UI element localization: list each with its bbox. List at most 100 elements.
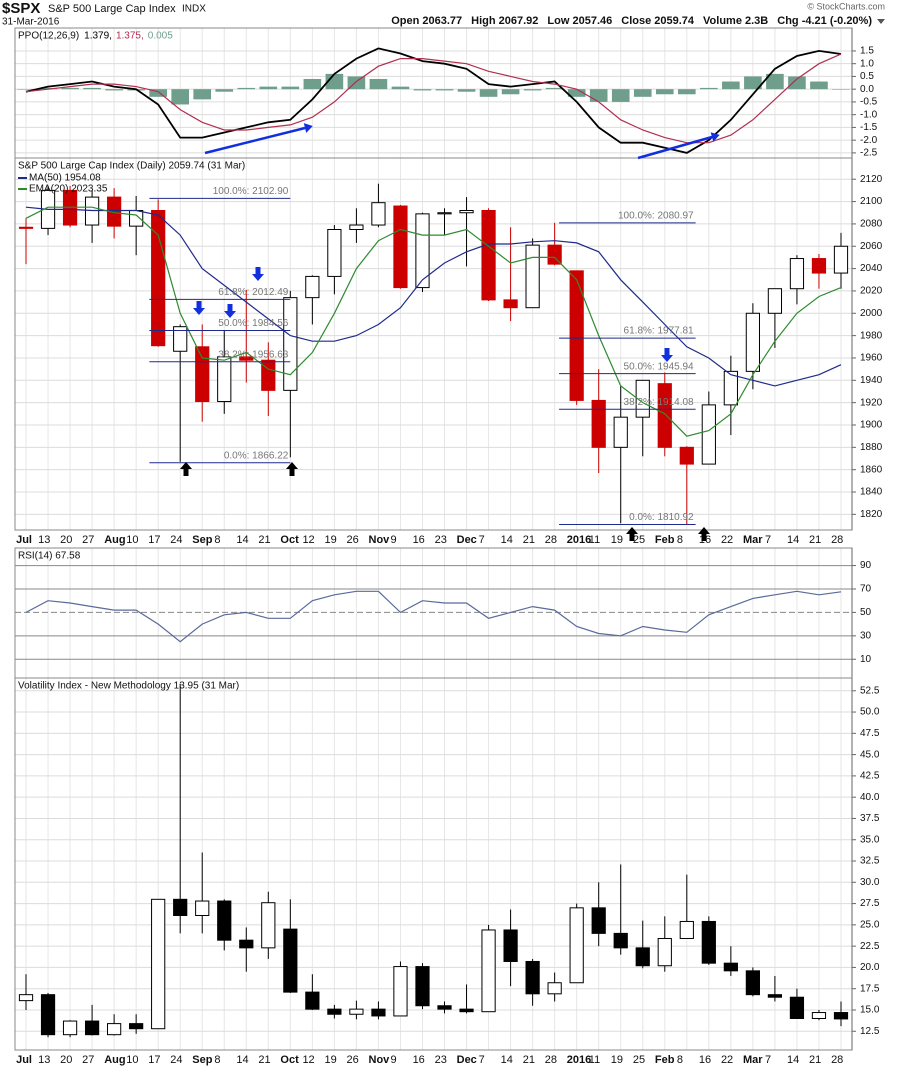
x-tick-label: 22: [721, 1054, 733, 1066]
candle-body: [745, 970, 760, 996]
histogram-bar: [435, 89, 454, 91]
x-tick-label: Sep: [192, 1054, 212, 1066]
fib-label: 61.8%: 2012.49: [218, 287, 288, 298]
y-tick-label: 12.5: [860, 1026, 880, 1037]
fib-label: 0.0%: 1810.92: [629, 512, 694, 523]
histogram-bar: [744, 76, 762, 90]
legend-entry: EMA(20) 2023.35: [29, 184, 108, 195]
x-tick-label: 7: [479, 1054, 485, 1066]
x-tick-label: Mar: [743, 1054, 763, 1066]
histogram-bar: [237, 87, 256, 90]
trend-arrow-head: [303, 123, 313, 133]
x-tick-label: 17: [148, 534, 160, 546]
y-tick-label: 1980: [860, 330, 883, 341]
histogram-bar: [457, 89, 476, 92]
y-tick-label: 30: [860, 630, 872, 641]
y-tick-label: -2.5: [860, 148, 878, 159]
x-tick-label: 24: [170, 1054, 182, 1066]
x-tick-label: 27: [82, 1054, 94, 1066]
x-tick-label: 17: [148, 1054, 160, 1066]
x-tick-label: 2016: [567, 534, 591, 546]
y-tick-label: 1820: [860, 509, 883, 520]
y-tick-label: 30.0: [860, 877, 880, 888]
exchange: INDX: [182, 4, 206, 15]
signal-arrow: [180, 462, 192, 476]
y-tick-label: 37.5: [860, 813, 880, 824]
candle-body: [525, 960, 540, 995]
x-tick-label: Dec: [457, 534, 477, 546]
y-tick-label: 15.0: [860, 1005, 880, 1016]
candle-body: [459, 1008, 474, 1013]
candle-body: [679, 920, 694, 939]
histogram-bar: [39, 87, 57, 90]
histogram-bar: [722, 81, 740, 90]
y-tick-label: 2100: [860, 196, 883, 207]
y-tick-label: 50.0: [860, 707, 880, 718]
y-tick-label: -1.0: [860, 109, 878, 120]
dropdown-icon[interactable]: [877, 19, 885, 24]
candle-body: [40, 994, 56, 1036]
y-tick-label: 20.0: [860, 962, 880, 973]
candle-body: [173, 898, 188, 917]
x-tick-label: 20: [60, 534, 72, 546]
y-tick-label: 2040: [860, 263, 883, 274]
candle-body: [569, 270, 584, 401]
candle-body: [305, 991, 320, 1010]
x-tick-label: 9: [391, 534, 397, 546]
y-tick-label: 40.0: [860, 792, 880, 803]
series-line: [25, 206, 842, 437]
candle-body: [701, 404, 716, 465]
histogram-bar: [479, 89, 498, 97]
x-tick-label: 21: [258, 534, 270, 546]
histogram-bar: [61, 87, 79, 90]
series-line: [25, 53, 842, 144]
candle-body: [503, 299, 518, 309]
x-tick-label: 9: [391, 1054, 397, 1066]
x-tick-label: 14: [501, 534, 513, 546]
candle-body: [767, 994, 783, 998]
candle-body: [547, 982, 562, 995]
candle-body: [679, 446, 694, 465]
x-tick-label: 2016: [567, 1054, 591, 1066]
y-tick-label: 22.5: [860, 941, 880, 952]
x-tick-label: 12: [302, 1054, 314, 1066]
y-tick-label: 32.5: [860, 856, 880, 867]
x-tick-label: Mar: [743, 534, 763, 546]
signal-arrow: [661, 348, 673, 362]
y-tick-label: 17.5: [860, 983, 880, 994]
panel-title: PPO(12,26,9): [18, 31, 79, 42]
histogram-bar: [788, 76, 806, 90]
quote-stat: High 2067.92: [471, 15, 538, 27]
candle-body: [283, 297, 298, 391]
x-tick-label: 19: [611, 534, 623, 546]
signal-arrow: [193, 301, 205, 315]
histogram-bar: [589, 89, 608, 102]
candle-body: [657, 937, 672, 967]
candle-body: [701, 920, 716, 964]
candle-body: [657, 383, 672, 448]
y-tick-label: 1840: [860, 487, 883, 498]
x-tick-label: 11: [589, 534, 600, 546]
x-tick-label: 19: [611, 1054, 623, 1066]
candle-body: [261, 359, 276, 391]
x-tick-label: 7: [765, 534, 771, 546]
quote-stats: Chg -4.21 (-0.20%) Volume 2.3B Close 2059.…: [391, 15, 872, 27]
legend-entry: 1.375,: [116, 31, 144, 42]
candle-body: [635, 379, 650, 418]
series-line: [25, 590, 842, 643]
x-tick-label: Sep: [192, 534, 212, 546]
x-tick-label: 16: [699, 1054, 711, 1066]
candle-body: [371, 202, 386, 226]
candle-body: [833, 1012, 849, 1020]
panel-title: S&P 500 Large Cap Index (Daily) 2059.74 …: [18, 161, 245, 172]
x-tick-label: Nov: [369, 534, 391, 546]
x-tick-label: 22: [721, 534, 733, 546]
histogram-bar: [215, 89, 234, 92]
histogram-bar: [83, 87, 101, 90]
candle-body: [415, 966, 430, 1007]
candle-body: [811, 258, 827, 274]
x-tick-label: 14: [236, 534, 248, 546]
histogram-bar: [766, 73, 784, 90]
legend-entry: 0.005: [148, 31, 173, 42]
signal-arrow: [252, 267, 264, 281]
